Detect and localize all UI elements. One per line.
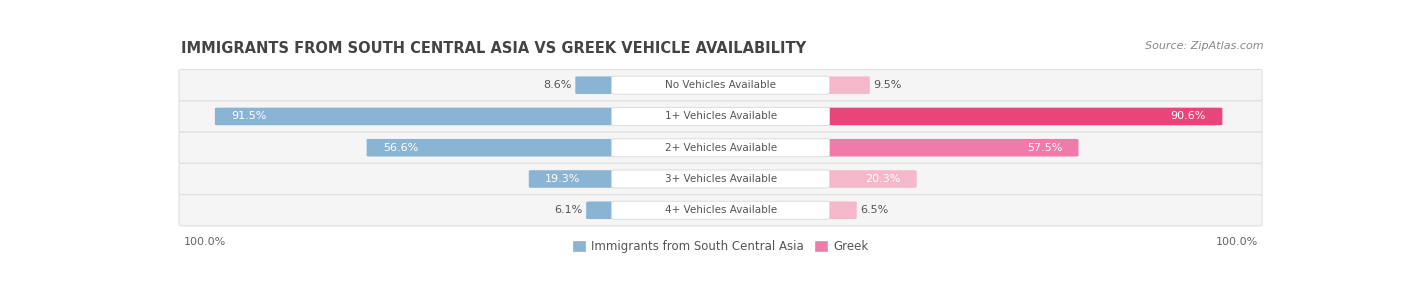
Text: 4+ Vehicles Available: 4+ Vehicles Available	[665, 205, 776, 215]
Legend: Immigrants from South Central Asia, Greek: Immigrants from South Central Asia, Gree…	[568, 235, 873, 257]
FancyBboxPatch shape	[823, 139, 1078, 156]
FancyBboxPatch shape	[612, 139, 830, 157]
Text: Source: ZipAtlas.com: Source: ZipAtlas.com	[1144, 41, 1263, 51]
Text: 6.5%: 6.5%	[860, 205, 889, 215]
Text: 19.3%: 19.3%	[546, 174, 581, 184]
Text: 20.3%: 20.3%	[865, 174, 900, 184]
Text: 2+ Vehicles Available: 2+ Vehicles Available	[665, 143, 776, 153]
FancyBboxPatch shape	[612, 201, 830, 219]
FancyBboxPatch shape	[823, 108, 1222, 125]
FancyBboxPatch shape	[612, 76, 830, 94]
FancyBboxPatch shape	[575, 76, 619, 94]
FancyBboxPatch shape	[179, 195, 1263, 226]
FancyBboxPatch shape	[612, 108, 830, 126]
FancyBboxPatch shape	[612, 170, 830, 188]
FancyBboxPatch shape	[823, 170, 917, 188]
FancyBboxPatch shape	[179, 163, 1263, 195]
Text: IMMIGRANTS FROM SOUTH CENTRAL ASIA VS GREEK VEHICLE AVAILABILITY: IMMIGRANTS FROM SOUTH CENTRAL ASIA VS GR…	[181, 41, 806, 56]
FancyBboxPatch shape	[179, 69, 1263, 101]
FancyBboxPatch shape	[586, 201, 619, 219]
FancyBboxPatch shape	[215, 108, 619, 125]
Text: No Vehicles Available: No Vehicles Available	[665, 80, 776, 90]
Text: 90.6%: 90.6%	[1171, 112, 1206, 122]
Text: 56.6%: 56.6%	[382, 143, 418, 153]
Text: 9.5%: 9.5%	[873, 80, 901, 90]
FancyBboxPatch shape	[179, 132, 1263, 163]
FancyBboxPatch shape	[529, 170, 619, 188]
Text: 57.5%: 57.5%	[1026, 143, 1062, 153]
Text: 3+ Vehicles Available: 3+ Vehicles Available	[665, 174, 776, 184]
Text: 91.5%: 91.5%	[231, 112, 267, 122]
Text: 6.1%: 6.1%	[554, 205, 583, 215]
FancyBboxPatch shape	[823, 76, 870, 94]
Text: 100.0%: 100.0%	[183, 237, 225, 247]
FancyBboxPatch shape	[179, 101, 1263, 132]
Text: 1+ Vehicles Available: 1+ Vehicles Available	[665, 112, 776, 122]
Text: 100.0%: 100.0%	[1216, 237, 1258, 247]
FancyBboxPatch shape	[367, 139, 619, 156]
FancyBboxPatch shape	[823, 201, 856, 219]
Text: 8.6%: 8.6%	[544, 80, 572, 90]
